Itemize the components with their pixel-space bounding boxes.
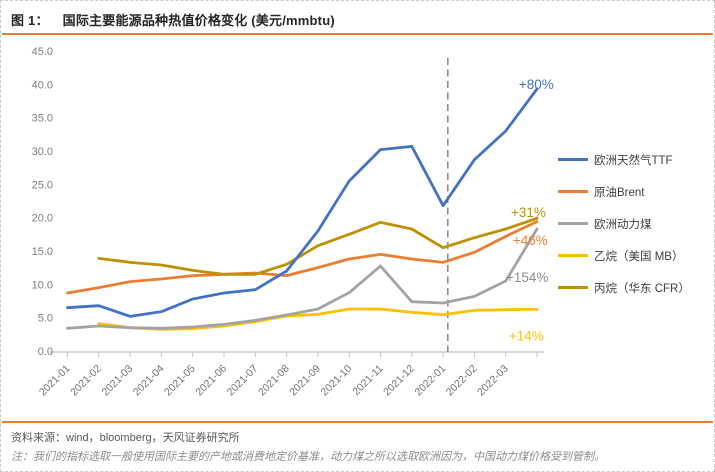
svg-text:+31%: +31%	[511, 205, 546, 220]
legend-label: 乙烷（美国 MB）	[594, 250, 684, 263]
svg-text:2021-09: 2021-09	[287, 363, 323, 399]
legend-label: 欧洲天然气TTF	[594, 154, 673, 167]
svg-text:+46%: +46%	[513, 233, 548, 248]
svg-text:30.0: 30.0	[32, 146, 53, 158]
svg-text:2021-11: 2021-11	[350, 363, 385, 398]
legend-label: 丙烷（华东 CFR）	[594, 282, 690, 295]
svg-text:15.0: 15.0	[32, 246, 53, 258]
svg-text:40.0: 40.0	[32, 79, 53, 91]
svg-text:2021-04: 2021-04	[131, 363, 167, 399]
svg-text:2021-12: 2021-12	[381, 363, 417, 399]
svg-text:5.0: 5.0	[38, 313, 53, 325]
legend-item-coal: 欧洲动力煤	[558, 214, 708, 233]
svg-text:2021-08: 2021-08	[256, 363, 292, 399]
figure-title: 图 1： 国际主要能源品种热值价格变化 (美元/mmbtu)	[11, 10, 706, 29]
svg-text:2021-01: 2021-01	[37, 363, 73, 399]
legend-line-swatch-yellow	[558, 254, 588, 257]
svg-text:2022-03: 2022-03	[475, 363, 511, 399]
chart-legend: 欧洲天然气TTF 原油Brent 欧洲动力煤 乙烷（美国 MB） 丙烷（华东 C…	[558, 150, 708, 310]
data-source-text: 资料来源：wind，bloomberg，天风证券研究所	[11, 432, 240, 444]
legend-label: 欧洲动力煤	[594, 218, 652, 231]
svg-text:35.0: 35.0	[32, 113, 53, 125]
legend-line-swatch-gray	[558, 222, 588, 225]
figure-number-label: 图 1：	[11, 13, 49, 28]
svg-text:2022-02: 2022-02	[444, 363, 480, 399]
legend-item-ttf: 欧洲天然气TTF	[558, 150, 708, 169]
svg-text:2021-06: 2021-06	[193, 363, 229, 399]
legend-item-propane: 丙烷（华东 CFR）	[558, 278, 708, 297]
svg-text:2021-10: 2021-10	[319, 363, 355, 399]
svg-text:2021-02: 2021-02	[68, 363, 104, 399]
footnote-text: 注：我们的指标选取一般使用国际主要的产地或消费地定价基准，动力煤之所以选取欧洲因…	[11, 451, 605, 463]
source-divider-rule	[2, 421, 713, 423]
svg-text:25.0: 25.0	[32, 179, 53, 191]
legend-line-swatch-orange	[558, 190, 588, 193]
legend-label: 原油Brent	[594, 186, 645, 199]
legend-line-swatch-blue	[558, 158, 588, 161]
svg-text:+154%: +154%	[506, 270, 548, 285]
svg-text:+80%: +80%	[519, 77, 554, 92]
title-divider-rule	[2, 33, 713, 35]
svg-text:2021-07: 2021-07	[225, 363, 261, 399]
svg-text:20.0: 20.0	[32, 213, 53, 225]
svg-text:2021-05: 2021-05	[162, 363, 198, 399]
svg-text:10.0: 10.0	[32, 279, 53, 291]
svg-text:45.0: 45.0	[32, 46, 53, 58]
legend-item-brent: 原油Brent	[558, 182, 708, 201]
legend-item-ethane: 乙烷（美国 MB）	[558, 246, 708, 265]
svg-text:+14%: +14%	[509, 328, 544, 343]
legend-line-swatch-olive	[558, 286, 588, 289]
svg-text:2022-01: 2022-01	[412, 363, 448, 399]
figure-title-text: 国际主要能源品种热值价格变化 (美元/mmbtu)	[62, 13, 335, 28]
svg-text:2021-03: 2021-03	[99, 363, 135, 399]
svg-text:0.0: 0.0	[38, 346, 53, 358]
